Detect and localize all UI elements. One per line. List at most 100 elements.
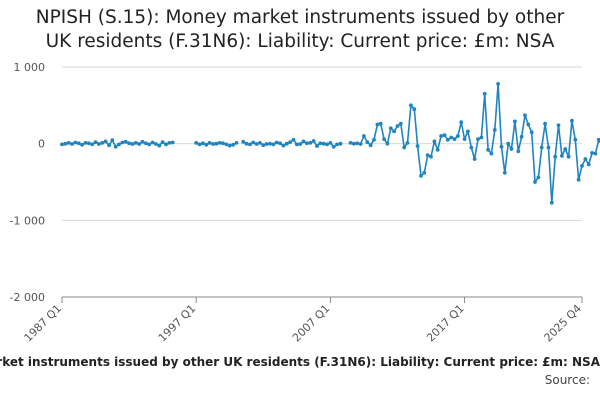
data-point — [100, 141, 105, 145]
data-point — [150, 140, 155, 145]
data-point — [227, 143, 232, 148]
data-point — [331, 144, 336, 149]
data-point — [419, 174, 423, 178]
data-point — [566, 154, 571, 159]
data-point — [241, 139, 246, 144]
data-point — [214, 141, 219, 146]
data-point — [388, 126, 393, 131]
data-point — [445, 137, 450, 142]
data-point — [221, 141, 225, 146]
data-point — [472, 157, 477, 161]
data-point — [167, 141, 172, 145]
data-point — [489, 151, 494, 156]
data-point — [66, 141, 71, 145]
data-point — [144, 141, 148, 146]
data-point — [251, 140, 256, 145]
data-point — [271, 142, 276, 147]
x-axis: 1987 Q1 1997 Q1 2007 Q1 2017 Q1 2025 Q4 — [22, 296, 585, 345]
footer-title: NPISH (S.15): Money market instruments i… — [0, 355, 600, 369]
data-point — [335, 142, 339, 147]
data-point — [435, 147, 440, 152]
data-point — [409, 103, 413, 108]
data-point — [60, 142, 64, 147]
data-point — [93, 140, 98, 145]
data-point — [254, 142, 259, 146]
data-point — [90, 142, 95, 147]
data-point — [217, 141, 222, 145]
data-point — [499, 144, 504, 149]
data-point — [570, 118, 574, 123]
data-point — [194, 141, 199, 145]
data-point — [284, 141, 289, 146]
data-point — [439, 134, 443, 138]
data-point — [378, 121, 383, 126]
data-point — [502, 170, 507, 175]
data-point — [113, 144, 118, 149]
data-point — [422, 170, 427, 175]
data-point — [392, 129, 396, 134]
data-point — [506, 141, 511, 146]
data-point — [234, 141, 239, 145]
data-point — [496, 82, 500, 86]
data-point — [338, 141, 343, 146]
data-point — [305, 141, 309, 146]
data-point — [456, 134, 460, 138]
data-point — [264, 142, 269, 146]
data-point — [147, 142, 152, 147]
data-point — [509, 147, 514, 151]
data-point — [258, 141, 262, 145]
data-point — [97, 142, 101, 146]
data-point — [368, 143, 373, 148]
data-point — [385, 141, 390, 146]
data-point — [513, 119, 517, 124]
data-point — [546, 145, 551, 150]
x-tick-label: 2025 Q4 — [542, 302, 585, 345]
data-point — [533, 180, 537, 184]
data-point — [442, 133, 447, 138]
data-point — [294, 142, 299, 147]
data-point — [479, 135, 484, 140]
data-point — [197, 142, 202, 147]
y-tick-label: -1 000 — [10, 214, 45, 227]
chart-title-line-1: NPISH (S.15): Money market instruments i… — [35, 7, 565, 28]
data-point — [70, 142, 74, 146]
data-point — [449, 135, 454, 140]
data-point — [405, 141, 410, 145]
y-tick-label: 0 — [38, 138, 45, 151]
data-point — [459, 120, 464, 125]
gridlines — [62, 66, 582, 298]
data-point — [486, 147, 490, 152]
series-layer — [60, 82, 600, 205]
footer-title-strip: NPISH (S.15): Money market instruments i… — [0, 355, 600, 373]
data-point — [526, 122, 531, 127]
data-point — [372, 137, 376, 142]
chart-title: NPISH (S.15): Money market instruments i… — [0, 6, 600, 54]
x-tick-label: 1997 Q1 — [156, 302, 199, 345]
data-point — [110, 138, 115, 143]
data-point — [469, 145, 474, 150]
data-point — [86, 141, 91, 146]
data-point — [63, 141, 68, 146]
data-point — [201, 141, 205, 146]
x-tick-label: 2007 Q1 — [290, 302, 333, 345]
data-point — [523, 113, 527, 118]
data-point — [452, 137, 457, 142]
data-point — [425, 153, 430, 158]
data-point — [395, 124, 400, 128]
data-point — [573, 137, 578, 142]
data-point — [288, 140, 292, 145]
data-point — [73, 140, 78, 145]
data-point — [355, 141, 360, 146]
data-point — [154, 142, 158, 146]
data-point — [482, 91, 487, 96]
data-point — [123, 139, 128, 144]
data-point — [556, 123, 561, 128]
data-point — [429, 154, 433, 159]
data-point — [278, 141, 282, 146]
data-point — [586, 162, 591, 167]
data-point — [117, 142, 121, 147]
y-axis: 1 000 0 -1 000 -2 000 — [10, 61, 45, 304]
data-point — [492, 127, 497, 132]
data-point — [311, 139, 316, 143]
data-point — [398, 121, 403, 126]
